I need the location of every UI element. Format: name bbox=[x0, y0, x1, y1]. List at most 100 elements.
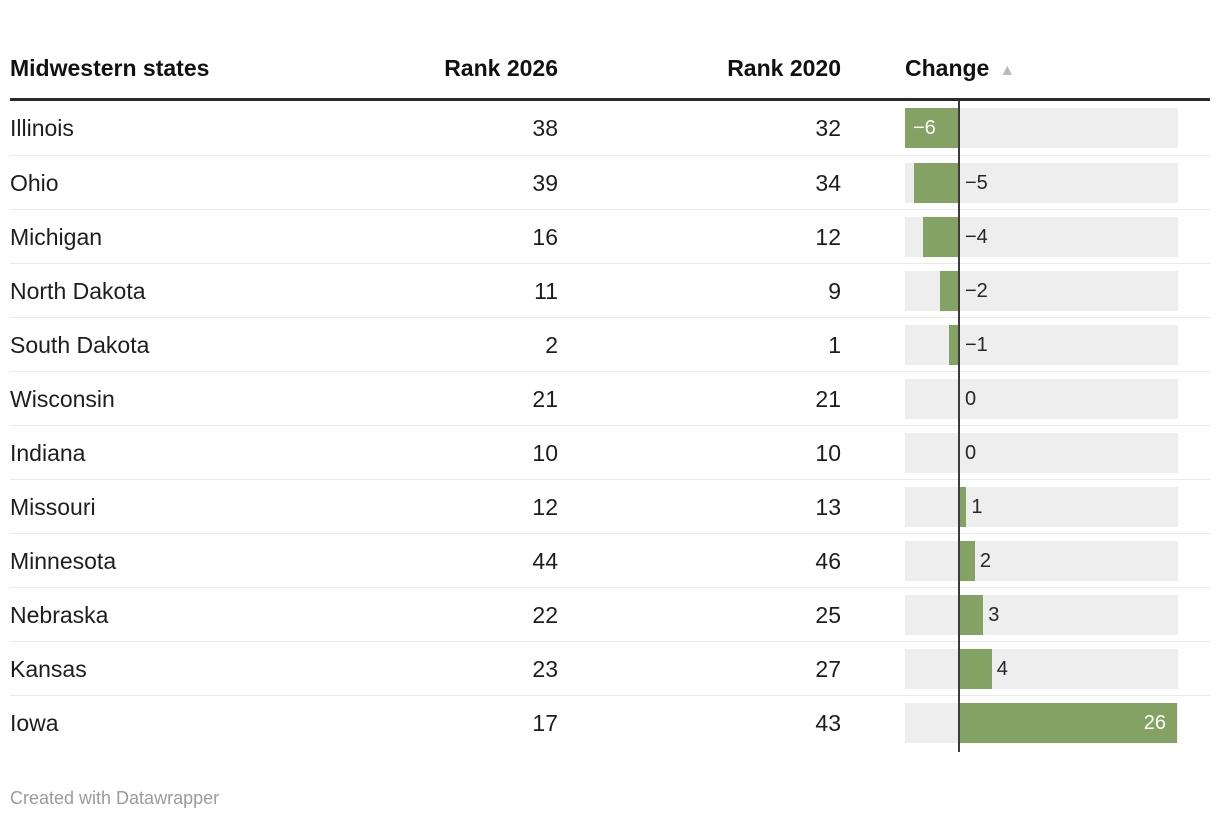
datawrapper-attribution-link[interactable]: Created with Datawrapper bbox=[10, 788, 220, 808]
rank-2026-value: 44 bbox=[532, 547, 558, 574]
change-bar bbox=[940, 271, 958, 311]
change-bar bbox=[958, 649, 992, 689]
change-value-label: −5 bbox=[965, 172, 988, 194]
change-value-label: 0 bbox=[965, 388, 977, 410]
table-row: Minnesota 44 46 2 bbox=[10, 533, 1210, 587]
state-name: Missouri bbox=[10, 493, 96, 520]
state-name: Ohio bbox=[10, 169, 59, 196]
rank-2026-value: 38 bbox=[532, 114, 558, 141]
table-row: North Dakota 11 9 −2 bbox=[10, 263, 1210, 317]
change-bar-cell: −4 bbox=[905, 210, 1210, 264]
table-row: South Dakota 2 1 −1 bbox=[10, 317, 1210, 371]
change-bar bbox=[958, 703, 1177, 743]
rank-2026-value: 12 bbox=[532, 493, 558, 520]
rank-2020-value: 27 bbox=[815, 655, 841, 682]
state-name: Illinois bbox=[10, 114, 74, 141]
change-value-label: −2 bbox=[965, 280, 988, 302]
column-header-states[interactable]: Midwestern states bbox=[10, 55, 210, 81]
table-body: Illinois 38 32 −6 Ohio 39 34 −5 Michigan… bbox=[10, 101, 1210, 752]
bar-track: −5 bbox=[905, 163, 1178, 203]
change-value-label: −6 bbox=[913, 117, 936, 139]
rank-2020-value: 21 bbox=[815, 385, 841, 412]
change-bar-cell: 0 bbox=[905, 372, 1210, 426]
bar-track: 0 bbox=[905, 379, 1178, 419]
rank-2026-value: 23 bbox=[532, 655, 558, 682]
rank-2020-value: 13 bbox=[815, 493, 841, 520]
change-value-label: 4 bbox=[996, 658, 1008, 680]
table-row: Nebraska 22 25 3 bbox=[10, 587, 1210, 641]
rank-2020-value: 46 bbox=[815, 547, 841, 574]
bar-track: −2 bbox=[905, 271, 1178, 311]
table-row: Kansas 23 27 4 bbox=[10, 641, 1210, 695]
bar-track: −6 bbox=[905, 108, 1178, 148]
table-row: Indiana 10 10 0 bbox=[10, 425, 1210, 479]
change-bar-cell: −2 bbox=[905, 264, 1210, 318]
rank-2026-value: 22 bbox=[532, 601, 558, 628]
change-bar bbox=[958, 487, 967, 527]
rank-2020-value: 43 bbox=[815, 709, 841, 736]
state-name: Wisconsin bbox=[10, 385, 115, 412]
change-value-label: 1 bbox=[971, 496, 983, 518]
change-bar-cell: 3 bbox=[905, 588, 1210, 642]
change-value-label: −1 bbox=[965, 334, 988, 356]
rank-2020-value: 25 bbox=[815, 601, 841, 628]
change-bar bbox=[913, 163, 958, 203]
change-bar-cell: 4 bbox=[905, 642, 1210, 696]
column-header-rank-2026[interactable]: Rank 2026 bbox=[444, 55, 558, 81]
rank-2026-value: 39 bbox=[532, 169, 558, 196]
table-row: Missouri 12 13 1 bbox=[10, 479, 1210, 533]
state-name: North Dakota bbox=[10, 277, 146, 304]
bar-track: −4 bbox=[905, 217, 1178, 257]
rank-2020-value: 1 bbox=[828, 331, 841, 358]
change-bar-cell: −6 bbox=[905, 101, 1210, 155]
change-value-label: 2 bbox=[979, 550, 991, 572]
change-value-label: 26 bbox=[1143, 712, 1166, 734]
change-bar-cell: 2 bbox=[905, 534, 1210, 588]
change-bar bbox=[949, 325, 958, 365]
state-name: Minnesota bbox=[10, 547, 117, 574]
bar-track: 0 bbox=[905, 433, 1178, 473]
rank-2026-value: 10 bbox=[532, 439, 558, 466]
rank-2020-value: 34 bbox=[815, 169, 841, 196]
rank-2020-value: 12 bbox=[815, 223, 841, 250]
table-row: Iowa 17 43 26 bbox=[10, 695, 1210, 749]
rank-2026-value: 2 bbox=[545, 331, 558, 358]
table-row: Ohio 39 34 −5 bbox=[10, 155, 1210, 209]
rank-2026-value: 21 bbox=[532, 385, 558, 412]
table-row: Michigan 16 12 −4 bbox=[10, 209, 1210, 263]
sort-ascending-icon: ▲ bbox=[999, 62, 1016, 79]
bar-track: 1 bbox=[905, 487, 1178, 527]
bar-track: 2 bbox=[905, 541, 1178, 581]
rank-2020-value: 10 bbox=[815, 439, 841, 466]
change-bar-cell: −1 bbox=[905, 318, 1210, 372]
column-header-rank-2020[interactable]: Rank 2020 bbox=[727, 55, 841, 81]
change-value-label: −4 bbox=[965, 226, 988, 248]
column-header-change[interactable]: Change ▲ bbox=[905, 55, 1210, 98]
state-name: South Dakota bbox=[10, 331, 150, 358]
bar-track: −1 bbox=[905, 325, 1178, 365]
bar-track: 4 bbox=[905, 649, 1178, 689]
rank-2026-value: 17 bbox=[532, 709, 558, 736]
table-row: Illinois 38 32 −6 bbox=[10, 101, 1210, 155]
state-name: Indiana bbox=[10, 439, 86, 466]
header-rule bbox=[10, 98, 1210, 101]
table-header-row: Midwestern states Rank 2026 Rank 2020 Ch… bbox=[10, 0, 1210, 98]
change-bar bbox=[922, 217, 958, 257]
state-name: Nebraska bbox=[10, 601, 109, 628]
change-bar-cell: −5 bbox=[905, 156, 1210, 210]
change-bar bbox=[905, 108, 958, 148]
rank-2020-value: 32 bbox=[815, 114, 841, 141]
rank-2026-value: 11 bbox=[534, 277, 558, 304]
bar-track: 3 bbox=[905, 595, 1178, 635]
change-bar-cell: 1 bbox=[905, 480, 1210, 534]
change-bar-cell: 26 bbox=[905, 696, 1210, 750]
rank-2020-value: 9 bbox=[828, 277, 841, 304]
state-name: Kansas bbox=[10, 655, 87, 682]
bar-track: 26 bbox=[905, 703, 1178, 743]
column-header-change-label: Change bbox=[905, 55, 990, 81]
change-value-label: 0 bbox=[965, 442, 977, 464]
state-name: Iowa bbox=[10, 709, 59, 736]
change-bar bbox=[958, 541, 975, 581]
change-value-label: 3 bbox=[988, 604, 1000, 626]
